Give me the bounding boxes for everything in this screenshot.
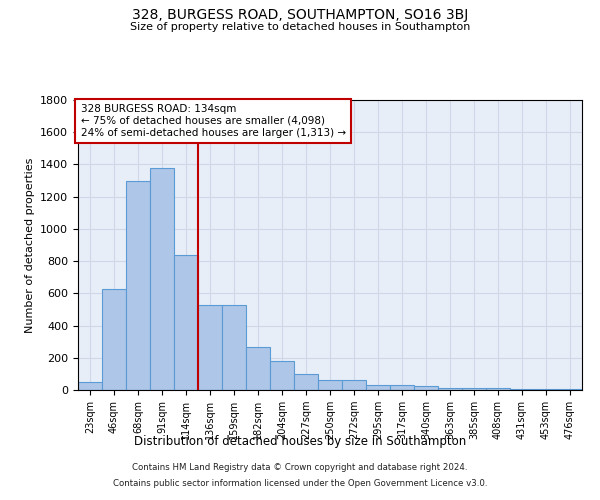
Text: 328 BURGESS ROAD: 134sqm
← 75% of detached houses are smaller (4,098)
24% of sem: 328 BURGESS ROAD: 134sqm ← 75% of detach… xyxy=(80,104,346,138)
Bar xyxy=(366,385,390,390)
Bar xyxy=(438,388,462,390)
Bar xyxy=(78,382,102,390)
Bar xyxy=(270,361,294,390)
Bar xyxy=(174,254,198,390)
Bar xyxy=(318,380,342,390)
Bar xyxy=(222,304,246,390)
Bar xyxy=(150,168,174,390)
Bar xyxy=(198,304,222,390)
Text: Contains public sector information licensed under the Open Government Licence v3: Contains public sector information licen… xyxy=(113,478,487,488)
Bar xyxy=(342,380,366,390)
Bar xyxy=(246,346,270,390)
Text: Contains HM Land Registry data © Crown copyright and database right 2024.: Contains HM Land Registry data © Crown c… xyxy=(132,464,468,472)
Text: Distribution of detached houses by size in Southampton: Distribution of detached houses by size … xyxy=(134,435,466,448)
Bar xyxy=(558,389,582,390)
Bar xyxy=(414,386,438,390)
Bar xyxy=(102,288,126,390)
Bar xyxy=(126,180,150,390)
Bar xyxy=(534,389,558,390)
Y-axis label: Number of detached properties: Number of detached properties xyxy=(25,158,35,332)
Text: Size of property relative to detached houses in Southampton: Size of property relative to detached ho… xyxy=(130,22,470,32)
Bar xyxy=(486,388,510,390)
Bar xyxy=(390,385,414,390)
Bar xyxy=(462,388,486,390)
Bar xyxy=(510,389,534,390)
Bar xyxy=(294,374,318,390)
Text: 328, BURGESS ROAD, SOUTHAMPTON, SO16 3BJ: 328, BURGESS ROAD, SOUTHAMPTON, SO16 3BJ xyxy=(132,8,468,22)
